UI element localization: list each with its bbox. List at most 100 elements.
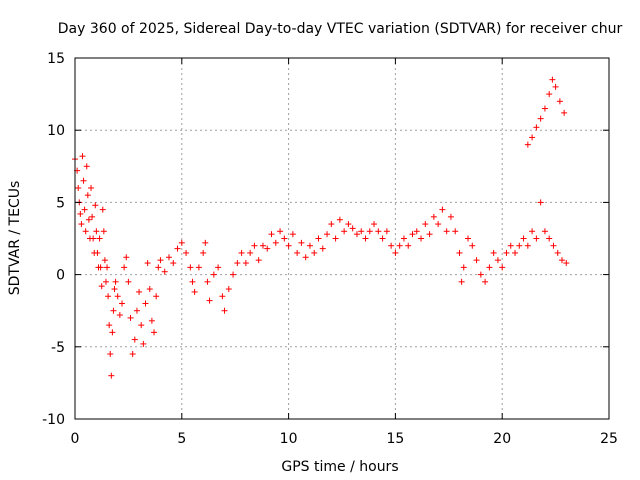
data-point <box>131 336 138 343</box>
data-point <box>550 242 557 249</box>
data-point <box>121 264 128 271</box>
x-tick-label: 15 <box>386 431 404 447</box>
axis-ticks: 0 5 10 15 20 25 -10 -5 0 5 10 15 <box>42 51 618 447</box>
data-point <box>537 115 544 122</box>
y-tick-label: 5 <box>56 195 65 211</box>
data-point <box>178 239 185 246</box>
data-point <box>383 228 390 235</box>
data-point <box>78 221 85 228</box>
data-point <box>524 242 531 249</box>
data-point <box>460 264 467 271</box>
data-point <box>524 141 531 148</box>
data-point <box>107 351 114 358</box>
data-point <box>439 206 446 213</box>
data-point <box>285 242 292 249</box>
data-point <box>125 278 132 285</box>
data-point <box>473 257 480 264</box>
data-point <box>358 228 365 235</box>
data-point <box>379 235 386 242</box>
data-point <box>88 184 95 191</box>
data-point <box>238 249 245 256</box>
data-point <box>96 235 103 242</box>
data-point <box>418 235 425 242</box>
data-point <box>447 213 454 220</box>
data-point <box>155 264 162 271</box>
data-point <box>112 278 119 285</box>
data-point <box>529 228 536 235</box>
data-point <box>191 288 198 295</box>
data-point <box>264 245 271 252</box>
grid-lines <box>75 58 609 419</box>
data-point <box>443 228 450 235</box>
data-point <box>349 225 356 232</box>
data-point <box>204 278 211 285</box>
data-point <box>541 228 548 235</box>
data-point <box>123 254 130 261</box>
data-point <box>75 184 82 191</box>
data-point <box>306 242 313 249</box>
data-point <box>187 264 194 271</box>
data-point <box>507 242 514 249</box>
data-point <box>215 264 222 271</box>
data-point <box>302 254 309 261</box>
data-point <box>259 242 266 249</box>
x-tick-label: 25 <box>600 431 618 447</box>
data-point <box>512 249 519 256</box>
data-point <box>556 98 563 105</box>
data-point <box>101 257 108 264</box>
data-point <box>430 213 437 220</box>
data-point <box>392 249 399 256</box>
data-point <box>133 307 140 314</box>
x-axis-label: GPS time / hours <box>281 459 398 475</box>
data-point <box>298 239 305 246</box>
data-point <box>234 260 241 267</box>
data-point <box>210 271 217 278</box>
data-point <box>311 249 318 256</box>
data-point <box>165 254 172 261</box>
data-point <box>388 242 395 249</box>
data-point <box>324 231 331 238</box>
data-point <box>230 271 237 278</box>
data-point <box>533 124 540 131</box>
data-point <box>516 242 523 249</box>
data-point <box>332 235 339 242</box>
data-point <box>537 199 544 206</box>
data-point <box>294 249 301 256</box>
data-point <box>353 231 360 238</box>
x-tick-label: 20 <box>493 431 511 447</box>
data-point <box>77 210 84 217</box>
y-tick-label: 15 <box>47 51 65 67</box>
data-point <box>281 235 288 242</box>
data-point <box>554 249 561 256</box>
data-point <box>499 264 506 271</box>
data-point <box>409 231 416 238</box>
data-point <box>79 153 86 160</box>
data-point <box>362 235 369 242</box>
data-point <box>100 228 107 235</box>
data-point <box>563 260 570 267</box>
data-point <box>142 300 149 307</box>
data-point <box>533 235 540 242</box>
data-point <box>202 239 209 246</box>
data-point <box>174 245 181 252</box>
data-point <box>486 264 493 271</box>
data-point <box>85 216 92 223</box>
data-point <box>477 271 484 278</box>
chart-title: Day 360 of 2025, Sidereal Day-to-day VTE… <box>58 21 623 37</box>
data-point <box>482 278 489 285</box>
data-point <box>336 216 343 223</box>
data-point <box>195 264 202 271</box>
data-point <box>138 322 145 329</box>
data-point <box>81 206 88 213</box>
data-point <box>116 312 123 319</box>
data-point <box>146 286 153 293</box>
data-point <box>109 329 116 336</box>
data-point <box>219 293 226 300</box>
data-point <box>106 322 113 329</box>
data-point <box>136 288 143 295</box>
data-point <box>319 245 326 252</box>
data-point <box>268 231 275 238</box>
y-tick-label: 0 <box>56 268 65 284</box>
data-point <box>108 372 115 379</box>
